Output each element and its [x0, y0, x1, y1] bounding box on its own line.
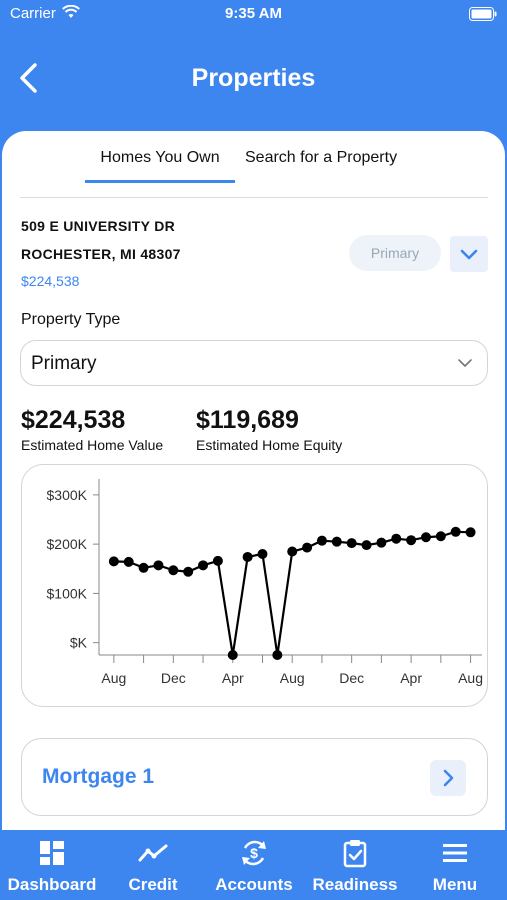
chart-svg: $300K $200K $100K $K Aug Dec Apr Aug Dec Apr Aug	[47, 479, 483, 686]
data-point	[316, 535, 327, 546]
carrier-label: Carrier	[10, 5, 56, 22]
hamburger-menu-icon	[440, 838, 470, 868]
expand-property-button[interactable]	[450, 236, 488, 272]
status-bar: Carrier 9:35 AM	[0, 0, 507, 30]
mortgage-open-button[interactable]	[430, 760, 466, 796]
data-point	[212, 555, 223, 566]
chevron-down-icon	[457, 356, 473, 375]
mortgage-label: Mortgage 1	[42, 765, 155, 788]
data-point	[376, 537, 387, 548]
data-point	[227, 650, 238, 660]
x-tick-label: Aug	[458, 670, 483, 686]
data-point	[168, 565, 179, 576]
data-point	[138, 562, 149, 573]
x-tick-label: Dec	[339, 670, 364, 686]
data-point	[198, 560, 209, 571]
x-tick-label: Apr	[400, 670, 422, 686]
data-point	[302, 542, 313, 553]
battery-icon	[469, 7, 497, 25]
data-point	[287, 546, 298, 557]
data-point	[242, 551, 253, 562]
data-point	[435, 531, 446, 542]
data-point	[450, 526, 461, 537]
tabbar-menu[interactable]: Menu	[409, 830, 501, 900]
x-tick-label: Aug	[101, 670, 126, 686]
data-point	[406, 535, 417, 546]
y-tick-label: $200K	[47, 536, 88, 552]
property-type-value: Primary	[31, 353, 97, 374]
chevron-left-icon	[20, 63, 37, 93]
y-tick-label: $100K	[47, 585, 88, 601]
home-value-chart: $300K $200K $100K $K Aug Dec Apr Aug Dec Apr Aug	[21, 464, 488, 707]
clipboard-check-icon	[340, 838, 370, 868]
data-point	[123, 556, 134, 567]
data-point	[153, 560, 164, 571]
tab-search-property[interactable]: Search for a Property	[245, 149, 398, 166]
y-tick-label: $300K	[47, 487, 88, 503]
property-city: ROCHESTER, MI 48307	[21, 246, 181, 262]
primary-badge: Primary	[349, 235, 441, 271]
data-point	[346, 538, 357, 549]
data-point	[465, 527, 476, 538]
home-equity-label: Estimated Home Equity	[196, 437, 343, 453]
home-equity: $119,689	[196, 406, 299, 434]
data-point	[272, 650, 283, 660]
back-button[interactable]	[14, 58, 48, 98]
tabbar-accounts-label: Accounts	[215, 875, 293, 894]
tab-divider	[20, 197, 488, 198]
data-point	[257, 548, 268, 559]
trend-line-icon	[138, 838, 168, 868]
mortgage-card[interactable]: Mortgage 1	[21, 738, 488, 816]
data-point	[361, 540, 372, 551]
data-point	[391, 533, 402, 544]
data-point	[183, 566, 194, 577]
data-point	[331, 536, 342, 547]
chevron-right-icon	[443, 769, 454, 787]
x-tick-label: Aug	[280, 670, 305, 686]
home-value-label: Estimated Home Value	[21, 437, 164, 453]
dashboard-icon	[37, 838, 67, 868]
x-tick-label: Dec	[161, 670, 186, 686]
data-point	[108, 556, 119, 567]
property-price: $224,538	[21, 273, 80, 289]
tab-homes-you-own[interactable]: Homes You Own	[85, 149, 235, 183]
property-type-select[interactable]: Primary	[20, 340, 488, 386]
y-tick-label: $K	[70, 635, 88, 651]
content-card: Homes You Own Search for a Property 509 …	[2, 131, 505, 831]
tabbar-dashboard-label: Dashboard	[7, 875, 97, 894]
x-tick-label: Apr	[222, 670, 244, 686]
svg-text:$: $	[250, 845, 258, 861]
clock: 9:35 AM	[225, 5, 282, 22]
segment-tabs: Homes You Own Search for a Property	[2, 149, 505, 183]
tabbar-dashboard[interactable]: Dashboard	[0, 830, 104, 900]
tabbar-readiness[interactable]: Readiness	[305, 830, 405, 900]
dollar-cycle-icon: $	[239, 838, 269, 868]
tabbar-credit-label: Credit	[128, 875, 178, 894]
data-point	[420, 532, 431, 543]
tabbar-menu-label: Menu	[432, 875, 478, 894]
wifi-icon	[62, 4, 80, 23]
home-value: $224,538	[21, 406, 126, 434]
chevron-down-icon	[460, 249, 478, 260]
tabbar-readiness-label: Readiness	[312, 875, 398, 894]
tabbar-credit[interactable]: Credit	[105, 830, 201, 900]
property-type-label: Property Type	[21, 311, 121, 328]
tabbar-accounts[interactable]: $ Accounts	[205, 830, 303, 900]
property-street: 509 E UNIVERSITY DR	[21, 218, 176, 234]
bottom-tab-bar: Dashboard Credit $ Accounts Readiness Me…	[0, 830, 507, 900]
page-title: Properties	[191, 64, 316, 92]
